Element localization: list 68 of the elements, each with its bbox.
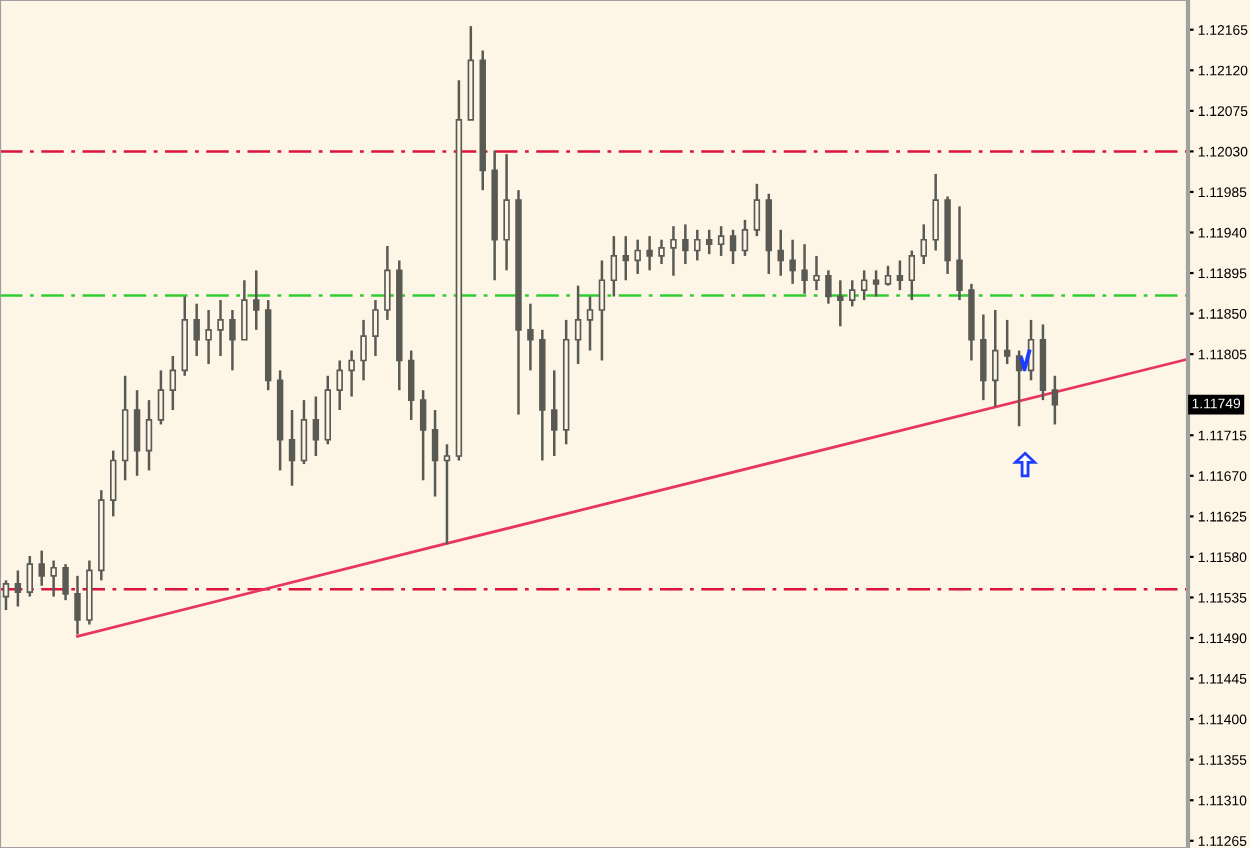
candlestick	[38, 549, 45, 588]
candlestick	[980, 313, 987, 402]
candlestick	[789, 238, 796, 286]
candlestick	[741, 218, 749, 258]
candlestick	[932, 172, 939, 252]
candlestick	[443, 443, 451, 546]
candlestick	[241, 279, 248, 341]
candlestick	[658, 238, 665, 266]
candlestick	[729, 228, 737, 266]
candlestick	[849, 279, 856, 308]
candlestick	[610, 234, 618, 298]
candlestick	[336, 359, 343, 412]
candlestick	[884, 264, 892, 287]
candlestick	[360, 318, 367, 382]
candlestick	[145, 398, 153, 472]
candlestick	[50, 559, 57, 598]
candlestick	[646, 234, 653, 272]
candlestick	[110, 449, 117, 518]
candlestick	[312, 395, 320, 458]
candlestick	[920, 223, 927, 266]
candlestick	[705, 228, 713, 256]
candlestick	[956, 205, 963, 302]
candlestick	[431, 408, 439, 498]
candlestick	[300, 398, 308, 466]
candlestick	[813, 254, 820, 292]
candlestick	[193, 302, 200, 358]
candlestick	[62, 562, 69, 602]
candlestick	[169, 354, 177, 412]
candlestick	[753, 182, 761, 238]
candlestick	[682, 223, 689, 266]
candlestick	[205, 308, 212, 366]
candlestick	[872, 269, 880, 298]
candlestick	[1003, 318, 1011, 366]
candlestick	[908, 249, 916, 302]
candlestick	[407, 349, 415, 422]
candlestick	[1051, 374, 1059, 426]
candlestick	[670, 224, 677, 278]
candlestick	[2, 579, 10, 612]
candlestick	[527, 302, 534, 372]
candlestick	[229, 308, 236, 372]
candlestick	[288, 408, 296, 487]
candlestick	[551, 369, 558, 458]
candlestick	[503, 152, 510, 272]
candlestick	[586, 295, 594, 352]
candlestick	[825, 269, 832, 305]
candlestick	[694, 228, 701, 262]
candlestick	[26, 554, 34, 598]
candlestick	[598, 259, 606, 362]
candlestick	[133, 388, 141, 478]
candlestick	[717, 224, 725, 258]
candlestick	[157, 369, 165, 426]
candlestick	[74, 574, 81, 636]
candlestick	[622, 234, 629, 282]
candlestick	[253, 269, 260, 332]
candlestick	[992, 308, 999, 408]
candlestick	[348, 349, 355, 398]
candlestick	[419, 388, 427, 482]
candlestick	[777, 228, 784, 278]
candlestick	[860, 269, 868, 302]
candlestick	[634, 238, 641, 276]
candlestick	[837, 279, 844, 328]
candlestick	[574, 284, 582, 366]
candlestick	[896, 259, 904, 292]
candlestick	[372, 298, 379, 358]
candlestick	[801, 242, 808, 296]
candlestick	[14, 569, 22, 608]
candlestick	[217, 298, 224, 358]
candlestick	[384, 244, 391, 322]
